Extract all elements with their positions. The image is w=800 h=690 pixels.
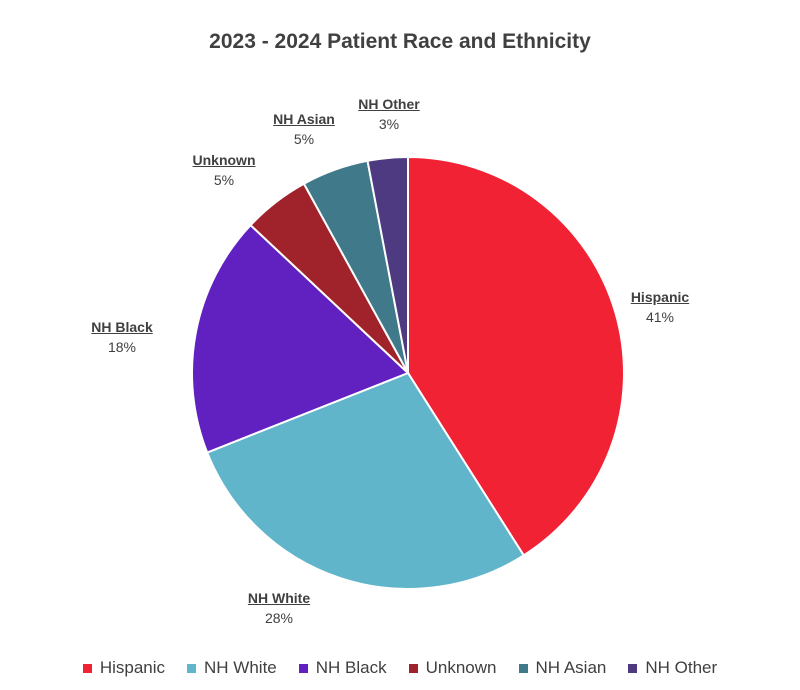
data-label-value: 18% [107,339,137,355]
data-label-value: 5% [213,172,235,188]
legend-label: Unknown [425,658,497,677]
legend-label: NH Other [645,658,718,677]
chart-title: 2023 - 2024 Patient Race and Ethnicity [209,30,591,53]
legend-label: NH White [204,658,277,677]
legend-item-hispanic: Hispanic [82,658,166,678]
data-label-name: NH Asian [273,111,335,127]
data-label-name: Hispanic [630,289,690,305]
legend-label: NH Black [315,658,387,677]
legend-item-unknown: Unknown [408,658,497,678]
pie-slice-hispanic [407,155,625,557]
legend-swatch [187,663,197,673]
data-label-name: NH White [247,590,311,606]
legend: Hispanic NH White NH Black Unknown NH Asian N… [0,658,800,678]
data-label-value: 41% [645,309,675,325]
data-label-nh-white: NH White 28% [248,588,310,628]
legend-item-nh-other: NH Other [628,658,717,678]
legend-swatch [408,663,418,673]
data-label-nh-other: NH Other 3% [358,94,419,134]
legend-item-nh-asian: NH Asian [518,658,607,678]
data-label-hispanic: Hispanic 41% [631,287,689,327]
data-label-name: NH Black [91,319,153,335]
pie-slice-nh-white [205,371,526,590]
pie-slice-nh-other [366,155,409,374]
legend-item-nh-black: NH Black [298,658,387,678]
legend-label: Hispanic [99,658,166,677]
data-label-unknown: Unknown 5% [193,150,256,190]
legend-swatch [628,663,638,673]
legend-swatch [82,663,92,673]
data-label-name: NH Other [358,96,420,112]
legend-label: NH Asian [535,658,607,677]
legend-item-nh-white: NH White [187,658,277,678]
data-label-value: 3% [378,116,400,132]
data-label-nh-asian: NH Asian 5% [273,109,335,149]
data-label-nh-black: NH Black 18% [91,317,152,357]
data-label-value: 28% [264,610,294,626]
pie-slice-nh-black [191,223,410,454]
legend-swatch [518,663,528,673]
data-label-name: Unknown [192,152,256,168]
legend-swatch [298,663,308,673]
data-label-value: 5% [293,131,315,147]
